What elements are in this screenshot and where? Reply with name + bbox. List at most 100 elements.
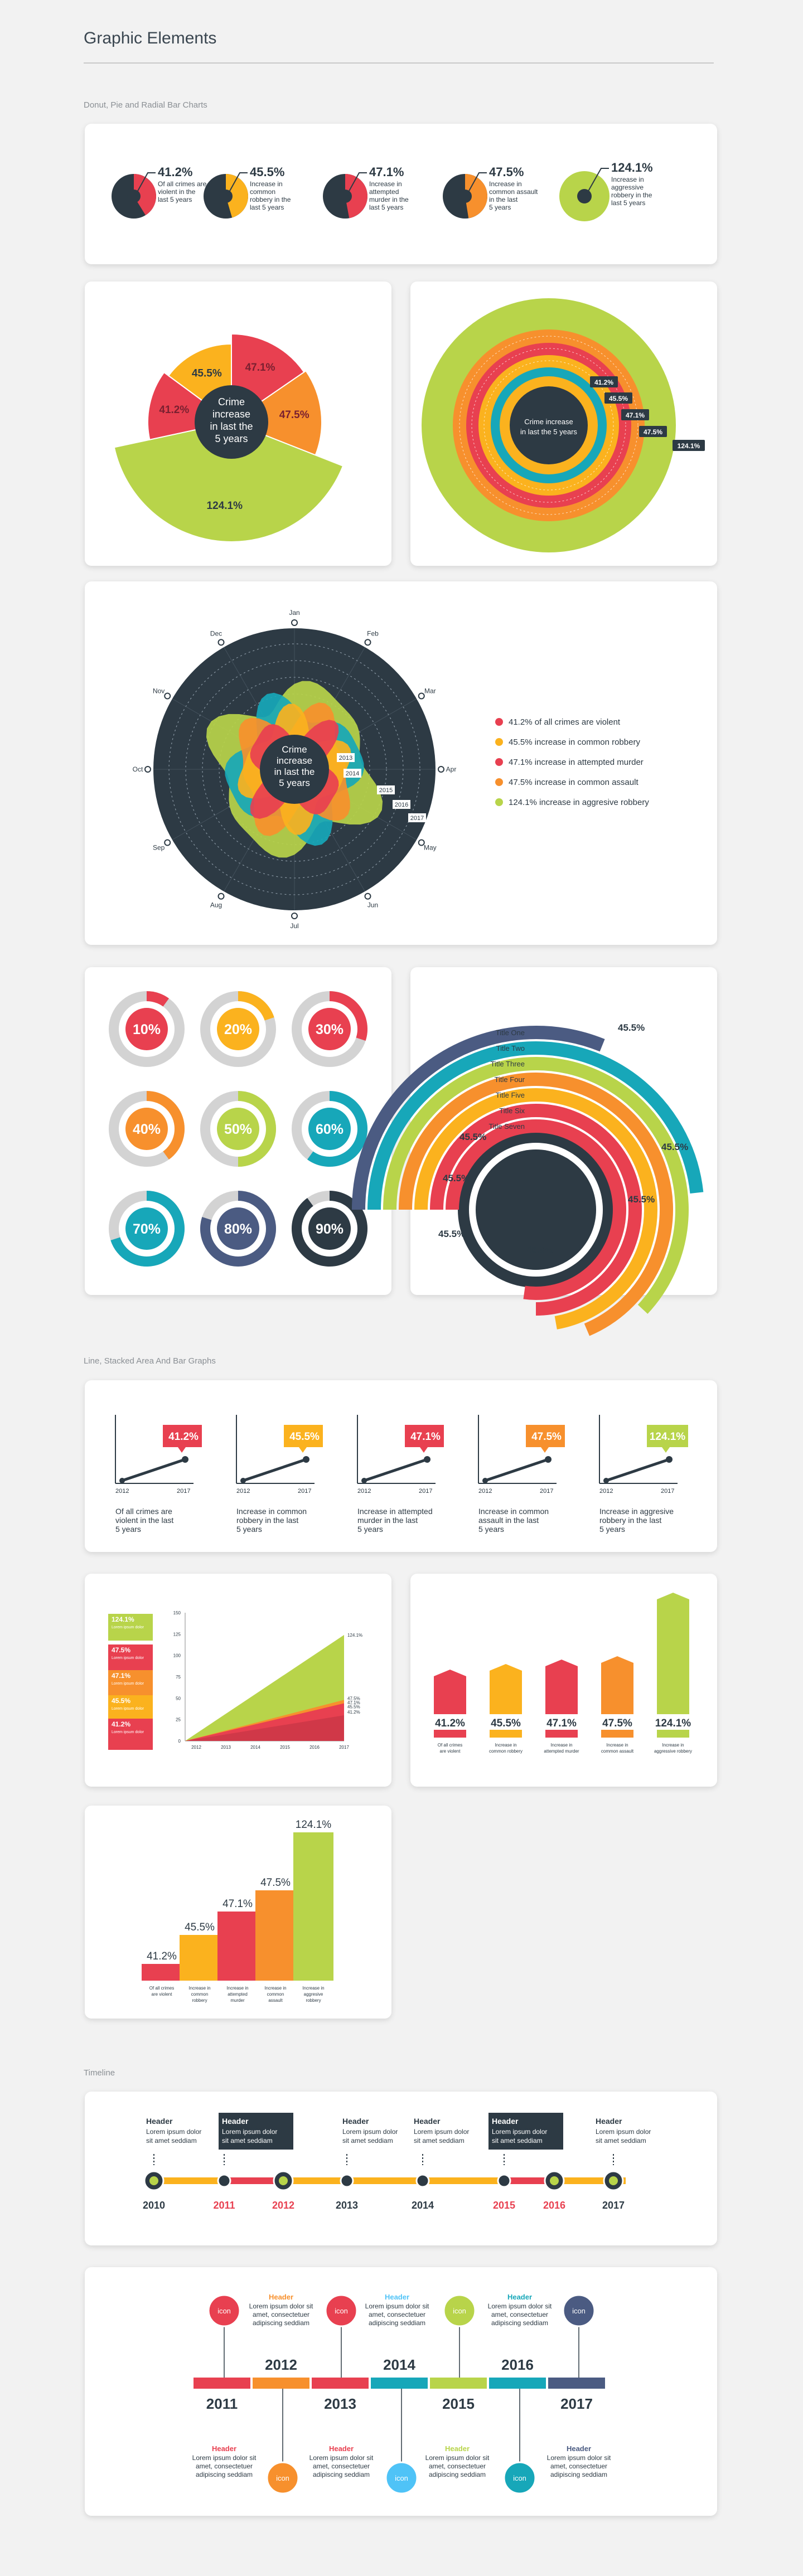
timeline-bar xyxy=(548,2378,605,2389)
callout-text: Lorem ipsum dolor sit xyxy=(249,2302,313,2310)
callout-text: sit amet seddiam xyxy=(222,2137,273,2145)
value-label: 45.5% xyxy=(250,165,284,179)
timeline-two: 2011 2012 2013 2014 2015 2016 2017 icon icon icon… xyxy=(192,2293,611,2495)
ring-dashes xyxy=(459,336,638,515)
value-label: 47.5% xyxy=(531,1431,562,1443)
card-radial-wave: Jan Feb Mar Apr May Jun Jul Aug Sep Oct Nov Dec Crim… xyxy=(85,581,717,945)
side-caption: Lorem ipsum dolor xyxy=(112,1707,144,1711)
title-divider xyxy=(84,62,714,64)
percent-label: 30% xyxy=(316,1022,344,1037)
ring-dashes xyxy=(471,348,626,503)
exploded-pie-chart: 47.1% 47.5% 124.1% 41.2% 45.5% Crime increasei… xyxy=(113,333,344,542)
bar-label: 45.5% xyxy=(526,1244,553,1255)
year-label: 2017 xyxy=(560,2395,593,2412)
month-label: Sep xyxy=(153,844,165,852)
callout-text: Lorem ipsum dolor xyxy=(342,2128,398,2136)
caption-text: murder in the xyxy=(369,196,409,203)
end-label: 47.5% xyxy=(347,1696,360,1701)
callout-text: Lorem ipsum dolor xyxy=(222,2128,277,2136)
step-bar xyxy=(255,1890,296,1981)
x-tick: 2014 xyxy=(250,1745,260,1750)
callout-text: sit amet seddiam xyxy=(596,2137,646,2145)
side-caption: Lorem ipsum dolor xyxy=(112,1626,144,1629)
percent-label: 80% xyxy=(224,1221,252,1237)
callout-header: Header xyxy=(269,2293,293,2301)
caption-text: Increase in attempted xyxy=(357,1507,433,1516)
month-marker xyxy=(217,892,225,900)
callout-text: amet, consectetuer xyxy=(313,2462,370,2470)
caption-text: Increase in xyxy=(250,180,283,188)
x-tick: 2017 xyxy=(177,1488,190,1495)
side-block xyxy=(108,1719,153,1750)
value-label: 41.2% xyxy=(147,1951,177,1962)
month-label: Jun xyxy=(367,901,378,909)
callout-header: Header xyxy=(414,2117,441,2126)
value-label: 124.1% xyxy=(655,1718,691,1729)
leader-dot xyxy=(226,192,230,196)
value-label: 124.1% xyxy=(611,161,653,174)
caption-text: Increase in xyxy=(302,1986,324,1991)
callout-text: sit amet seddiam xyxy=(414,2137,465,2145)
trend-start xyxy=(119,1478,125,1483)
column-foot xyxy=(434,1730,466,1738)
trend-start xyxy=(240,1478,246,1483)
timeline-node xyxy=(497,2174,511,2188)
x-tick: 2012 xyxy=(191,1745,201,1750)
month-marker xyxy=(217,639,225,646)
percent-label: 50% xyxy=(224,1122,252,1137)
caption-text: 5 years xyxy=(357,1525,383,1534)
radial-inner xyxy=(476,1149,596,1270)
caption-text: common robbery xyxy=(489,1749,523,1754)
badge-pointer xyxy=(299,1447,307,1453)
percent-label: 60% xyxy=(316,1122,344,1137)
tag-bg xyxy=(621,409,649,420)
caption-text: last 5 years xyxy=(611,199,645,207)
donut-core xyxy=(217,1207,259,1250)
caption-text: violent in the xyxy=(158,188,196,196)
caption-text: Of all crimes xyxy=(438,1743,462,1748)
step-bar xyxy=(142,1964,182,1981)
center-text: in last the 5 years xyxy=(520,428,577,436)
year-label: 2011 xyxy=(206,2395,238,2412)
x-tick: 2013 xyxy=(221,1745,231,1750)
callout-header: Header xyxy=(445,2444,470,2453)
center-text: Crime xyxy=(218,396,245,407)
timeline-one: 2010 2011 2012 2013 2014 2015 2016 2017 Header Lo… xyxy=(143,2113,651,2211)
legend-dot xyxy=(495,778,503,786)
radial-bar xyxy=(399,1073,673,1336)
bar-category: Title Two xyxy=(496,1044,525,1052)
caption-text: robbery in the last xyxy=(599,1516,661,1525)
legend-dot xyxy=(495,758,503,766)
timeline-bar xyxy=(312,2378,369,2389)
year-tag xyxy=(344,769,361,778)
slice-label: 41.2% xyxy=(159,404,189,416)
year-label: 2012 xyxy=(272,2200,294,2211)
callout-text: sit amet seddiam xyxy=(146,2137,197,2145)
center-text: 5 years xyxy=(215,433,248,444)
center-text: 5 years xyxy=(279,778,310,788)
caption-text: are violent xyxy=(152,1992,173,1997)
caption-text: last 5 years xyxy=(158,196,192,203)
callout-text: Lorem ipsum dolor sit xyxy=(365,2302,429,2310)
timeline-node-core xyxy=(279,2176,288,2185)
value-badge xyxy=(526,1425,565,1447)
bar-category: Title Six xyxy=(499,1107,525,1115)
year-label: 2014 xyxy=(346,770,359,777)
callout-box xyxy=(219,2113,293,2150)
leader-line xyxy=(136,172,156,195)
percent-label: 90% xyxy=(316,1221,344,1237)
callout-text: adipiscing seddiam xyxy=(253,2319,309,2327)
year-label: 2017 xyxy=(410,815,424,822)
bar-label: 45.5% xyxy=(628,1194,655,1205)
value-label: 47.1% xyxy=(222,1898,253,1910)
year-label: 2015 xyxy=(379,787,393,794)
x-tick: 2012 xyxy=(236,1488,250,1495)
caption-text: common assault xyxy=(489,188,538,196)
callout-text: amet, consectetuer xyxy=(369,2311,425,2318)
year-label: 2013 xyxy=(324,2395,356,2412)
pie-center xyxy=(195,385,268,459)
badge-pointer xyxy=(178,1447,186,1453)
caption-text: Increase in common xyxy=(478,1507,549,1516)
caption-text: aggressive xyxy=(611,183,644,191)
month-label: Mar xyxy=(424,687,436,695)
